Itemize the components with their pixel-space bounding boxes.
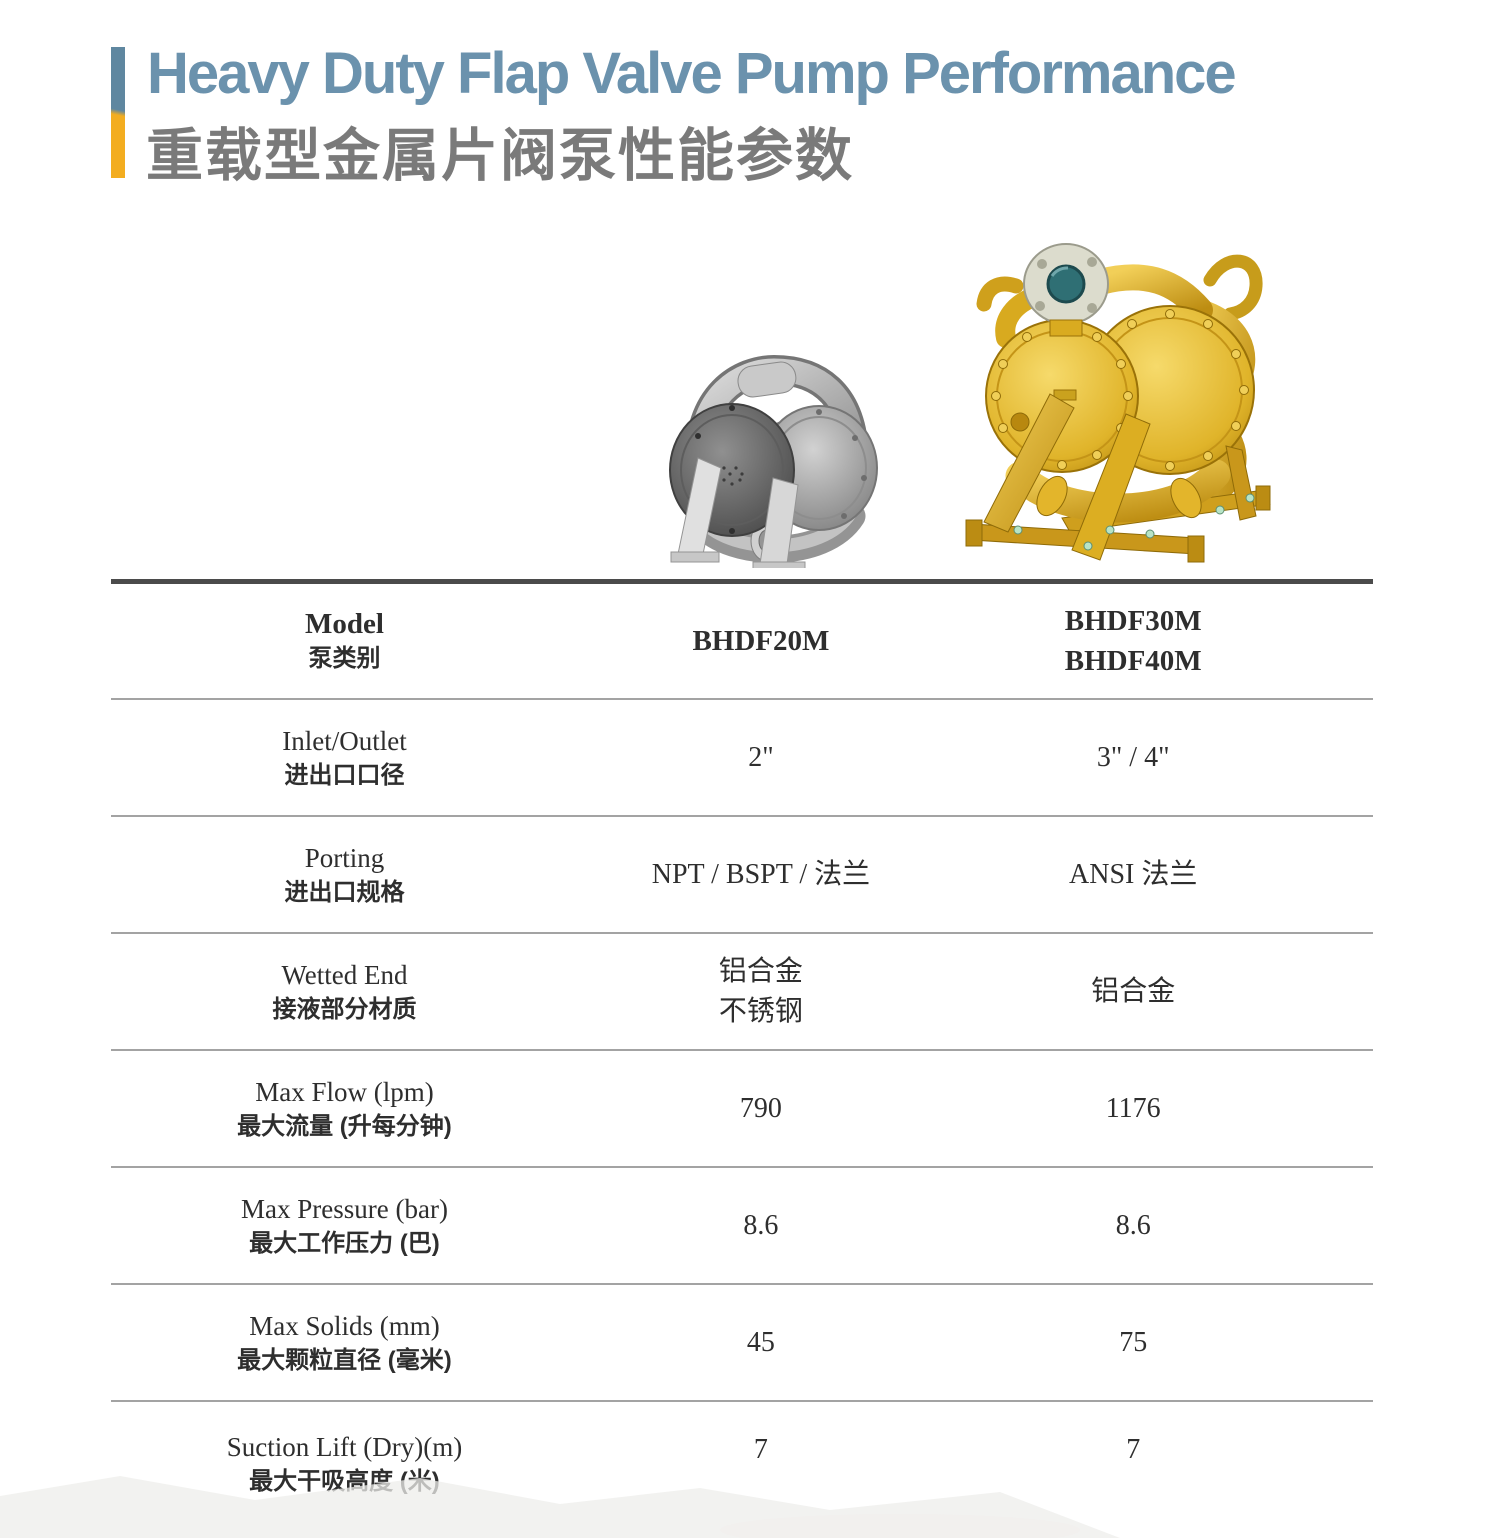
- row-label-zh: 进出口口径: [284, 761, 405, 789]
- row-label-en: Max Solids (mm): [249, 1310, 440, 1341]
- cell-value: 不锈钢: [718, 995, 803, 1027]
- cell-value: 8.6: [743, 1209, 779, 1241]
- row-label-zh: 最大工作压力 (巴): [249, 1229, 440, 1257]
- cell-value: 7: [753, 1434, 768, 1465]
- cell-value: 2": [748, 741, 774, 773]
- cell-value: 铝合金: [1091, 975, 1176, 1007]
- cell-value: 790: [739, 1092, 782, 1124]
- cell-value: 75: [1119, 1326, 1148, 1358]
- header-label-en: Model: [305, 608, 384, 640]
- table-header-row: Model 泵类别 BHDF20M BHDF30M BHDF40M: [111, 584, 1373, 700]
- table-row: Inlet/Outlet 进出口口径 2" 3" / 4": [111, 700, 1373, 817]
- cell-value: 铝合金: [718, 955, 803, 987]
- table-row: Max Solids (mm) 最大颗粒直径 (毫米) 45 75: [111, 1285, 1373, 1402]
- cell-value: ANSI 法兰: [1069, 858, 1198, 890]
- cell-value: 7: [1126, 1434, 1141, 1465]
- row-label-en: Porting: [304, 842, 385, 873]
- cell-value: 3" / 4": [1096, 741, 1170, 773]
- yellow-pump-image: [965, 243, 1271, 563]
- row-label-zh: 最大流量 (升每分钟): [237, 1112, 452, 1140]
- table-row: Max Flow (lpm) 最大流量 (升每分钟) 790 1176: [111, 1051, 1373, 1168]
- cell-value: 45: [746, 1326, 775, 1358]
- row-label-zh: 接液部分材质: [272, 995, 417, 1023]
- spec-table: Model 泵类别 BHDF20M BHDF30M BHDF40M Inlet/…: [111, 579, 1373, 1538]
- page-title-zh: 重载型金属片阀泵性能参数: [146, 124, 854, 188]
- title-accent-bar: [111, 47, 125, 178]
- row-label-en: Max Pressure (bar): [241, 1193, 448, 1224]
- table-row: Wetted End 接液部分材质 铝合金 不锈钢 铝合金: [111, 934, 1373, 1051]
- page-title-en: Heavy Duty Flap Valve Pump Performance: [147, 41, 1237, 106]
- table-row: Max Pressure (bar) 最大工作压力 (巴) 8.6 8.6: [111, 1168, 1373, 1285]
- header-model-bhdf20m: BHDF20M: [692, 625, 830, 657]
- row-label-en: Wetted End: [281, 959, 408, 990]
- row-label-en: Suction Lift (Dry)(m): [226, 1432, 463, 1462]
- row-label-zh: 最大颗粒直径 (毫米): [237, 1346, 452, 1374]
- table-row: Suction Lift (Dry)(m) 最大干吸高度 (米) 7 7: [111, 1402, 1373, 1538]
- table-row: Porting 进出口规格 NPT / BSPT / 法兰 ANSI 法兰: [111, 817, 1373, 934]
- header-model-bhdf40m: BHDF40M: [1064, 645, 1202, 677]
- row-label-zh: 进出口规格: [284, 878, 405, 906]
- row-label-en: Inlet/Outlet: [282, 725, 407, 756]
- cell-value: 8.6: [1115, 1209, 1151, 1241]
- header-label-zh: 泵类别: [308, 645, 381, 672]
- watermark-graphic: [0, 1476, 1120, 1538]
- silver-pump-image: [669, 354, 878, 568]
- header-model-bhdf30m: BHDF30M: [1064, 605, 1202, 637]
- cell-value: 1176: [1105, 1092, 1161, 1124]
- cell-value: NPT / BSPT / 法兰: [651, 858, 871, 890]
- row-label-en: Max Flow (lpm): [255, 1076, 434, 1107]
